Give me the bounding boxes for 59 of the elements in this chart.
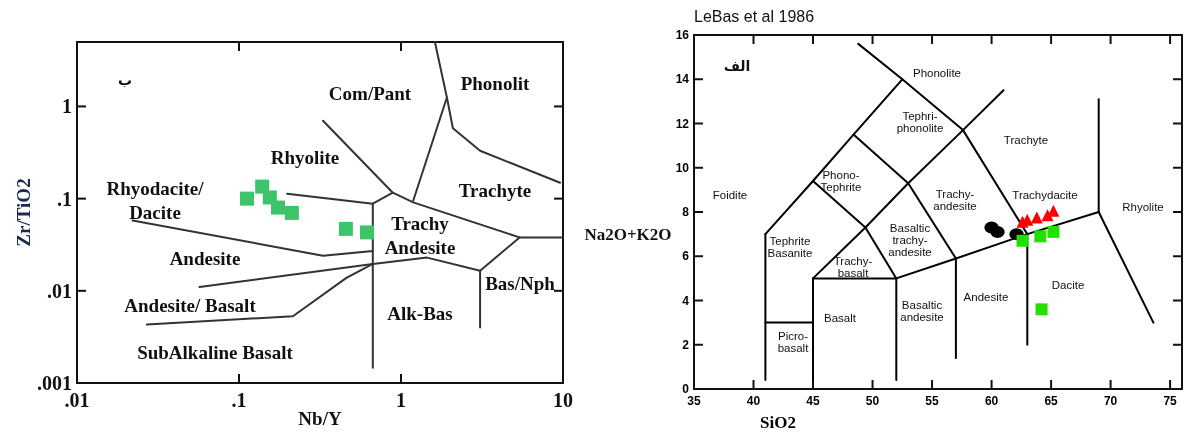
x-tick-label: 60 bbox=[984, 394, 999, 408]
annotation: Dacite bbox=[1051, 279, 1085, 292]
x-tick-label: 55 bbox=[925, 394, 940, 408]
annotation: Basaltic andesite bbox=[900, 299, 944, 324]
annotation: Foidite bbox=[712, 189, 748, 202]
annotation: Rhyolite bbox=[1122, 201, 1164, 214]
annotation: SubAlkaline Basalt bbox=[137, 341, 294, 363]
annotation: Phonolit bbox=[460, 72, 530, 94]
annotation: Rhyodacite/ Dacite bbox=[106, 177, 205, 223]
annotation: Andesite bbox=[963, 291, 1009, 304]
x-tick-label: 50 bbox=[865, 394, 880, 408]
x-axis-title: SiO2 bbox=[760, 413, 796, 432]
y-tick-label: 16 bbox=[675, 28, 690, 43]
annotation: Trachyte bbox=[458, 179, 532, 201]
chart-title: LeBas et al 1986 bbox=[694, 8, 815, 25]
y-tick-label: 1 bbox=[62, 95, 72, 118]
x-tick-label: 45 bbox=[806, 394, 821, 408]
y-tick-label: 14 bbox=[675, 72, 690, 87]
annotation: Bas/Nph bbox=[485, 272, 556, 294]
x-tick-label: 1 bbox=[396, 389, 406, 411]
x-tick-label: 70 bbox=[1103, 394, 1118, 408]
annotation: Andesite bbox=[169, 247, 241, 269]
annotation: الف bbox=[723, 58, 751, 74]
annotation: Phonolite bbox=[913, 67, 961, 80]
annotation: Tephrite Basanite bbox=[767, 235, 813, 260]
annotation: Trachy- basalt bbox=[833, 255, 873, 280]
x-tick-label: 65 bbox=[1044, 394, 1059, 408]
y-tick-label: .1 bbox=[57, 187, 72, 210]
annotation: ب bbox=[117, 72, 133, 88]
y-axis-title: Na2O+K2O bbox=[584, 225, 672, 245]
x-tick-label: 10 bbox=[553, 389, 573, 411]
annotation: Tephri- phonolite bbox=[896, 110, 944, 135]
x-tick-label: 40 bbox=[746, 394, 761, 408]
x-tick-label: .1 bbox=[231, 389, 247, 411]
annotation: Trachydacite bbox=[1012, 189, 1078, 202]
x-tick-label: 35 bbox=[687, 394, 701, 408]
annotation: Andesite/ Basalt bbox=[124, 294, 257, 316]
y-tick-label: 4 bbox=[682, 293, 690, 308]
y-tick-label: 10 bbox=[675, 160, 690, 175]
annotation: Rhyolite bbox=[270, 146, 340, 168]
annotation: Com/Pant bbox=[328, 82, 412, 104]
annotation: Picro- basalt bbox=[777, 330, 810, 355]
annotation: Alk-Bas bbox=[387, 302, 453, 324]
annotation: Trachyte bbox=[1003, 134, 1049, 147]
y-axis-title: Zr/TiO2 bbox=[13, 178, 34, 247]
y-tick-label: 6 bbox=[682, 249, 690, 264]
y-tick-label: 12 bbox=[675, 116, 690, 131]
annotation: Basalt bbox=[824, 312, 857, 325]
y-tick-label: 8 bbox=[682, 205, 690, 220]
annotation: Phono- Tephrite bbox=[820, 169, 862, 194]
y-tick-label: .001 bbox=[37, 372, 72, 394]
annotation: Trachy- andesite bbox=[933, 188, 977, 213]
y-tick-label: 2 bbox=[682, 337, 690, 352]
x-axis-title: Nb/Y bbox=[298, 408, 342, 429]
annotation: Basaltic trachy- andesite bbox=[888, 222, 932, 259]
x-tick-label: 75 bbox=[1163, 394, 1178, 408]
annotation: Trachy Andesite bbox=[384, 212, 456, 258]
y-tick-label: 0 bbox=[682, 382, 690, 397]
y-tick-label: .01 bbox=[47, 279, 72, 302]
